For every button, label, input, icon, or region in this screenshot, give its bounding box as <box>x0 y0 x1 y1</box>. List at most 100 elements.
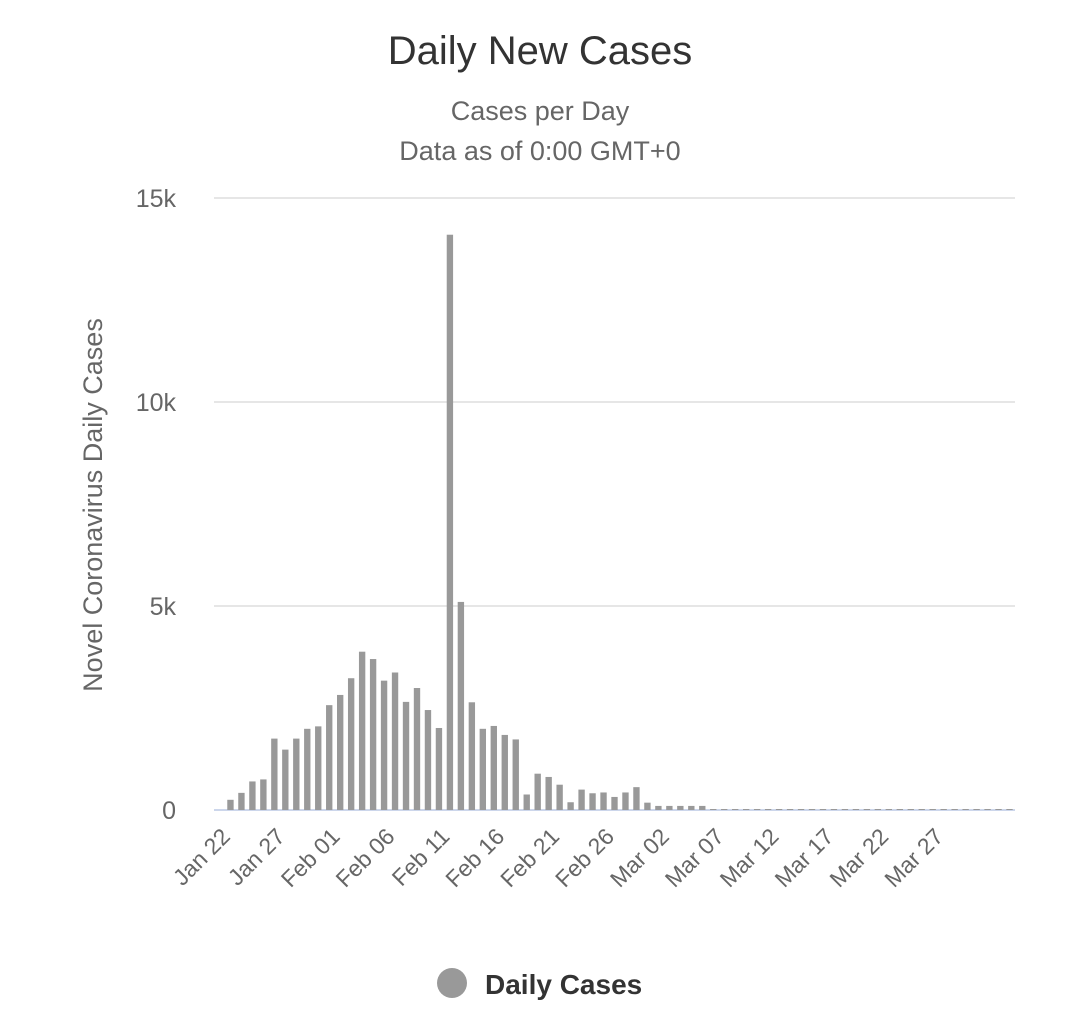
bar[interactable] <box>863 809 871 810</box>
x-tick-label: Mar 07 <box>660 823 729 892</box>
x-tick-label: Feb 11 <box>387 823 455 891</box>
bar[interactable] <box>644 802 651 810</box>
bar[interactable] <box>578 789 585 810</box>
x-tick-label: Jan 22 <box>168 823 235 890</box>
bar[interactable] <box>852 809 860 810</box>
bar[interactable] <box>512 739 519 810</box>
x-tick-label: Jan 27 <box>223 823 290 890</box>
bar[interactable] <box>227 799 234 810</box>
bar[interactable] <box>556 784 563 810</box>
bar[interactable] <box>282 749 289 810</box>
x-tick-label: Mar 02 <box>605 823 674 892</box>
bar[interactable] <box>260 779 267 810</box>
bar[interactable] <box>819 809 827 810</box>
bar[interactable] <box>238 792 245 810</box>
y-tick-label: 0 <box>162 797 176 825</box>
bar[interactable] <box>413 688 421 810</box>
y-tick-label: 10k <box>136 389 177 417</box>
bar[interactable] <box>885 809 892 810</box>
bar[interactable] <box>710 809 717 810</box>
bar[interactable] <box>688 805 695 810</box>
bar[interactable] <box>271 738 278 810</box>
x-tick-label: Mar 27 <box>879 823 948 892</box>
bar[interactable] <box>907 809 914 810</box>
legend-label-daily-cases: Daily Cases <box>485 969 642 1000</box>
x-tick-label: Mar 22 <box>824 823 893 892</box>
x-tick-label: Feb 16 <box>440 823 509 892</box>
bar[interactable] <box>721 809 728 810</box>
bar[interactable] <box>337 694 344 810</box>
bar[interactable] <box>358 651 366 810</box>
bar[interactable] <box>304 728 311 810</box>
bar[interactable] <box>732 809 739 810</box>
bar[interactable] <box>293 738 300 810</box>
bar[interactable] <box>1006 809 1013 810</box>
x-tick-label: Feb 01 <box>276 823 345 892</box>
bar[interactable] <box>841 809 849 810</box>
bar[interactable] <box>940 809 947 810</box>
bar[interactable] <box>347 678 355 810</box>
bar[interactable] <box>545 776 552 810</box>
bar[interactable] <box>984 809 991 810</box>
y-axis-label: Novel Coronavirus Daily Cases <box>78 318 108 692</box>
bar[interactable] <box>742 809 750 810</box>
bar[interactable] <box>973 809 980 810</box>
bar[interactable] <box>424 710 432 810</box>
bar[interactable] <box>655 805 662 810</box>
bar[interactable] <box>380 680 388 810</box>
bar[interactable] <box>753 809 761 810</box>
bar[interactable] <box>468 702 476 810</box>
bar[interactable] <box>457 601 465 810</box>
bar[interactable] <box>501 734 508 810</box>
bar[interactable] <box>391 672 399 810</box>
chart-subtitle-line-1: Cases per Day <box>451 96 630 126</box>
bar[interactable] <box>764 809 772 810</box>
bar[interactable] <box>523 794 530 810</box>
bar[interactable] <box>490 725 497 810</box>
y-ticks: 0 5k 10k 15k <box>136 185 177 825</box>
chart-subtitle-line-2: Data as of 0:00 GMT+0 <box>399 136 680 166</box>
legend[interactable]: Daily Cases <box>437 968 642 1000</box>
bar[interactable] <box>830 809 838 810</box>
bar[interactable] <box>951 809 958 810</box>
bar[interactable] <box>962 809 969 810</box>
bar[interactable] <box>435 727 443 810</box>
bars <box>227 234 1013 811</box>
gridlines <box>214 197 1015 811</box>
legend-marker-daily-cases <box>437 968 467 998</box>
bar[interactable] <box>666 805 673 810</box>
bar[interactable] <box>402 701 410 810</box>
bar[interactable] <box>918 809 925 810</box>
chart-title: Daily New Cases <box>388 29 693 73</box>
y-tick-label: 5k <box>150 593 177 621</box>
bar[interactable] <box>929 809 936 810</box>
bar[interactable] <box>699 805 706 810</box>
y-tick-label: 15k <box>136 185 177 213</box>
bar[interactable] <box>446 234 454 811</box>
bar[interactable] <box>567 802 574 810</box>
bar[interactable] <box>534 773 541 810</box>
bar[interactable] <box>874 809 882 810</box>
bar[interactable] <box>589 793 596 810</box>
x-tick-label: Mar 17 <box>770 823 839 892</box>
bar[interactable] <box>315 726 322 810</box>
bar[interactable] <box>611 796 618 810</box>
bar[interactable] <box>995 809 1002 810</box>
bar[interactable] <box>479 728 487 810</box>
bar[interactable] <box>775 809 783 810</box>
bar[interactable] <box>600 792 607 810</box>
x-tick-label: Feb 26 <box>550 823 619 892</box>
bar[interactable] <box>622 792 629 810</box>
x-tick-label: Mar 12 <box>715 823 784 892</box>
bar[interactable] <box>677 805 684 810</box>
bar[interactable] <box>786 809 794 810</box>
bar[interactable] <box>326 705 333 810</box>
bar[interactable] <box>808 809 816 810</box>
bar[interactable] <box>797 809 805 810</box>
bar[interactable] <box>249 781 256 810</box>
bar[interactable] <box>369 659 377 810</box>
bar[interactable] <box>896 809 903 810</box>
bar[interactable] <box>633 787 640 810</box>
